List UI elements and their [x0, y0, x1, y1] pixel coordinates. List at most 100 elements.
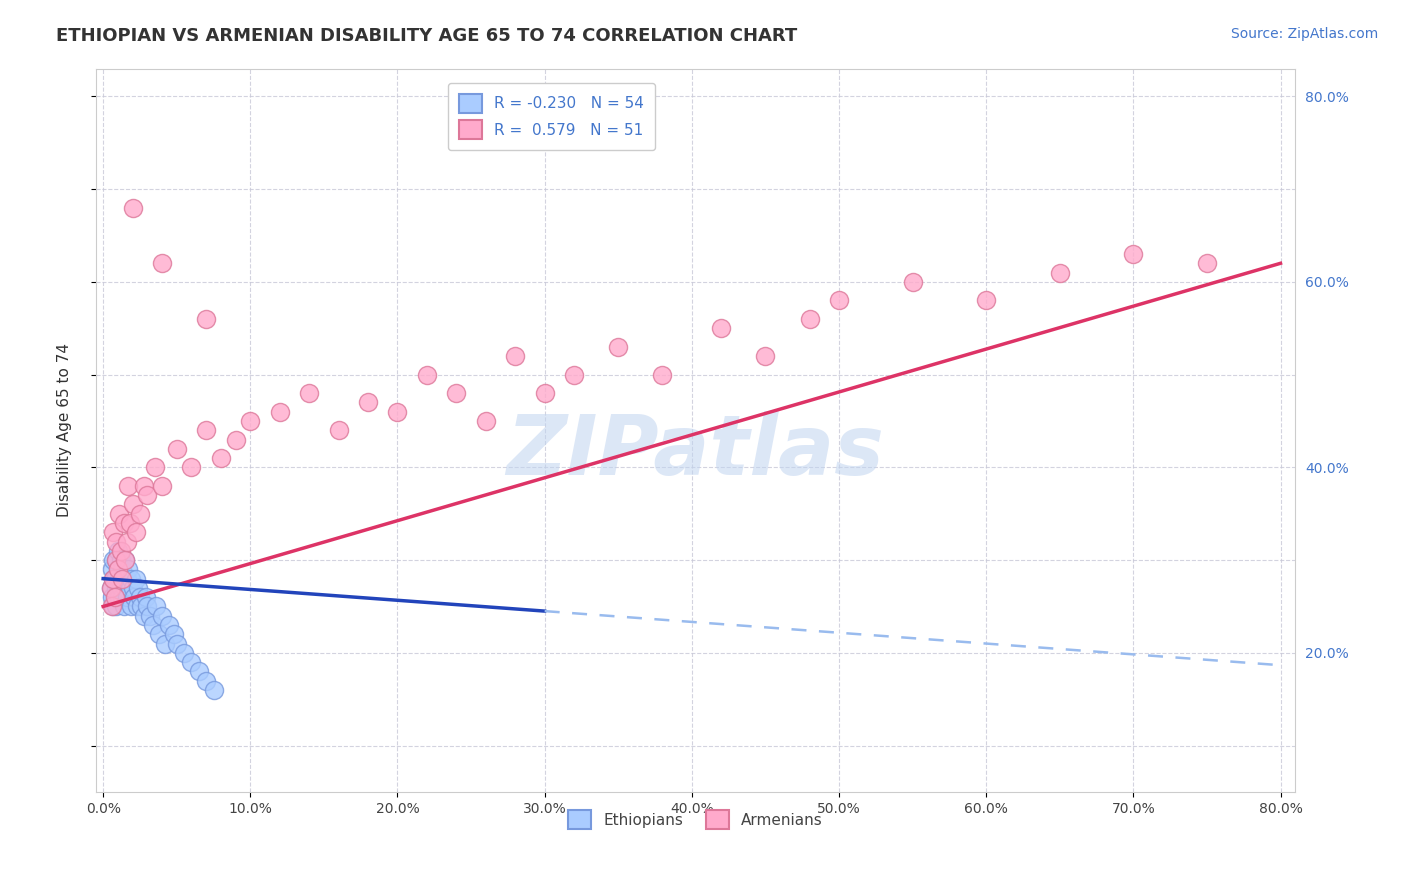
Point [150, 479, 173, 493]
Point [117, 479, 139, 493]
Point [100, 581, 122, 595]
Point [562, 368, 585, 382]
Point [357, 395, 380, 409]
Point [120, 599, 142, 614]
Legend: Ethiopians, Armenians: Ethiopians, Armenians [562, 804, 830, 835]
Point [114, 581, 136, 595]
Point [163, 627, 186, 641]
Point [533, 386, 555, 401]
Point [108, 572, 131, 586]
Y-axis label: Disability Age 65 to 74: Disability Age 65 to 74 [58, 343, 72, 517]
Point [124, 525, 146, 540]
Point [139, 608, 162, 623]
Point [121, 498, 143, 512]
Point [129, 507, 152, 521]
Point [269, 405, 291, 419]
Point [974, 293, 997, 308]
Point [103, 572, 125, 586]
Point [105, 553, 128, 567]
Point [901, 275, 924, 289]
Point [107, 544, 129, 558]
Point [112, 572, 135, 586]
Point [121, 201, 143, 215]
Point [111, 572, 134, 586]
Point [239, 414, 262, 428]
Point [110, 581, 132, 595]
Point [114, 553, 136, 567]
Point [115, 590, 138, 604]
Point [195, 312, 218, 326]
Point [118, 516, 141, 530]
Point [166, 636, 188, 650]
Point [103, 553, 125, 567]
Point [120, 572, 142, 586]
Point [134, 608, 156, 623]
Text: Source: ZipAtlas.com: Source: ZipAtlas.com [1230, 27, 1378, 41]
Point [104, 590, 127, 604]
Point [1122, 247, 1144, 261]
Point [173, 646, 195, 660]
Point [754, 349, 776, 363]
Point [107, 581, 129, 595]
Point [124, 572, 146, 586]
Point [111, 590, 134, 604]
Point [195, 423, 218, 437]
Point [107, 562, 129, 576]
Point [101, 590, 124, 604]
Point [104, 590, 127, 604]
Point [153, 636, 176, 650]
Point [103, 525, 125, 540]
Point [112, 516, 135, 530]
Point [114, 553, 136, 567]
Point [607, 340, 630, 354]
Point [117, 562, 139, 576]
Text: ETHIOPIAN VS ARMENIAN DISABILITY AGE 65 TO 74 CORRELATION CHART: ETHIOPIAN VS ARMENIAN DISABILITY AGE 65 … [56, 27, 797, 45]
Point [100, 581, 122, 595]
Point [112, 599, 135, 614]
Point [107, 562, 129, 576]
Point [710, 321, 733, 335]
Point [187, 665, 209, 679]
Point [1195, 256, 1218, 270]
Point [131, 599, 153, 614]
Point [446, 386, 468, 401]
Point [118, 581, 141, 595]
Point [108, 507, 131, 521]
Point [180, 655, 202, 669]
Point [180, 460, 202, 475]
Point [121, 581, 143, 595]
Point [104, 572, 127, 586]
Point [150, 256, 173, 270]
Point [125, 599, 148, 614]
Point [475, 414, 498, 428]
Point [799, 312, 821, 326]
Point [105, 581, 128, 595]
Point [111, 562, 134, 576]
Point [115, 534, 138, 549]
Point [195, 673, 218, 688]
Point [145, 599, 167, 614]
Point [225, 433, 247, 447]
Point [166, 442, 188, 456]
Point [157, 618, 180, 632]
Point [148, 627, 170, 641]
Point [115, 572, 138, 586]
Point [387, 405, 409, 419]
Point [150, 608, 173, 623]
Point [101, 562, 124, 576]
Point [110, 544, 132, 558]
Point [209, 451, 232, 466]
Point [651, 368, 673, 382]
Point [101, 599, 124, 614]
Point [105, 599, 128, 614]
Point [143, 460, 166, 475]
Point [202, 682, 225, 697]
Point [103, 599, 125, 614]
Text: ZIPatlas: ZIPatlas [506, 411, 884, 492]
Point [503, 349, 526, 363]
Point [122, 590, 145, 604]
Point [298, 386, 321, 401]
Point [105, 553, 128, 567]
Point [328, 423, 350, 437]
Point [127, 581, 149, 595]
